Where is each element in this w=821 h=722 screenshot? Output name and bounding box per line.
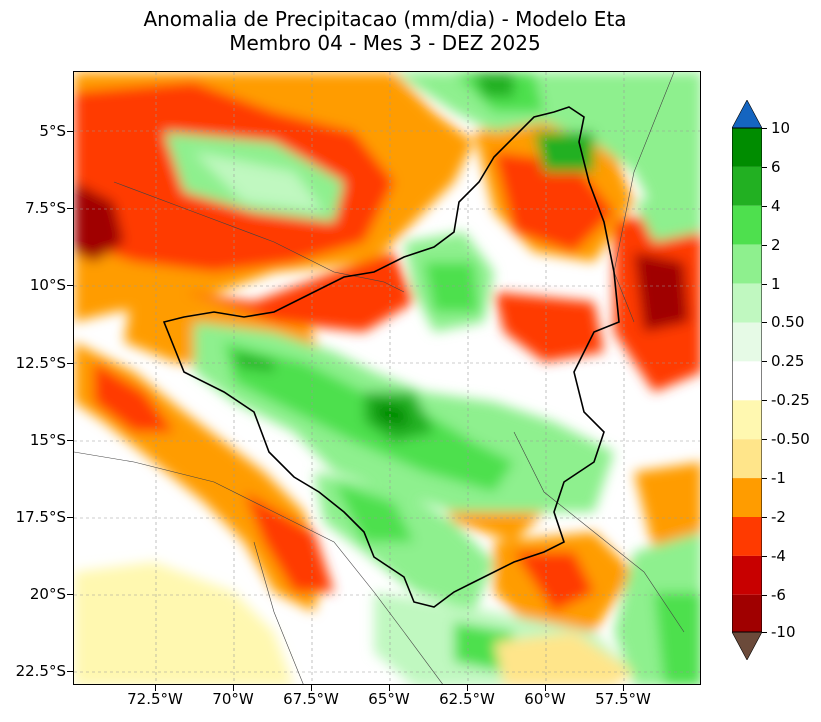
map-title-line1: Anomalia de Precipitacao (mm/dia) - Mode… — [143, 7, 627, 31]
colorbar-segment — [732, 439, 762, 479]
colorbar-tick — [762, 595, 767, 596]
colorbar-tick — [762, 322, 767, 323]
colorbar-segment — [732, 205, 762, 245]
y-tick-label: 22.5°S — [15, 662, 66, 680]
colorbar-segment — [732, 517, 762, 556]
colorbar-tick — [762, 632, 767, 633]
colorbar-label: 1 — [771, 275, 781, 293]
colorbar-segment — [732, 166, 762, 206]
y-tickmark — [67, 363, 73, 364]
colorbar-segment — [732, 244, 762, 284]
colorbar-tick — [762, 284, 767, 285]
colorbar-label: -0.25 — [771, 391, 810, 409]
y-tick-label: 5°S — [39, 122, 66, 140]
x-tickmark — [155, 685, 156, 691]
x-tick-label: 70°W — [212, 690, 254, 708]
basin-outline — [162, 106, 620, 608]
colorbar-label: 2 — [771, 236, 781, 254]
x-tick-label: 72.5°W — [127, 690, 183, 708]
colorbar-tick — [762, 439, 767, 440]
y-tickmark — [67, 440, 73, 441]
colorbar-segment — [732, 283, 762, 323]
colorbar-label: 0.50 — [771, 313, 805, 331]
y-tickmark — [67, 208, 73, 209]
colorbar-segment — [732, 128, 762, 167]
colorbar-label: 10 — [771, 119, 791, 137]
colorbar-tick — [762, 167, 767, 168]
country-borders — [74, 72, 685, 684]
colorbar-label: 4 — [771, 197, 781, 215]
y-tickmark — [67, 594, 73, 595]
colorbar-tick — [762, 556, 767, 557]
x-tick-label: 67.5°W — [283, 690, 339, 708]
colorbar-tick — [762, 206, 767, 207]
y-tick-label: 15°S — [29, 431, 66, 449]
x-tickmark — [545, 685, 546, 691]
colorbar-label: -1 — [771, 469, 786, 487]
y-tick-label: 7.5°S — [25, 199, 66, 217]
y-tickmark — [67, 671, 73, 672]
colorbar-segment — [732, 400, 762, 440]
colorbar-extend-top — [732, 100, 762, 129]
y-tickmark — [67, 131, 73, 132]
colorbar-extend-bottom — [732, 631, 762, 660]
x-tickmark — [623, 685, 624, 691]
x-tick-label: 62.5°W — [439, 690, 495, 708]
colorbar-tick — [762, 478, 767, 479]
colorbar-tick — [762, 128, 767, 129]
map-title-line2: Membro 04 - Mes 3 - DEZ 2025 — [229, 31, 541, 55]
colorbar-tick — [762, 245, 767, 246]
x-tick-label: 57.5°W — [595, 690, 651, 708]
x-tickmark — [389, 685, 390, 691]
x-tickmark — [467, 685, 468, 691]
colorbar-label: 6 — [771, 158, 781, 176]
colorbar-label: 0.25 — [771, 352, 805, 370]
y-tick-label: 20°S — [29, 585, 66, 603]
y-tickmark — [67, 285, 73, 286]
y-tickmark — [67, 517, 73, 518]
y-tick-label: 12.5°S — [15, 354, 66, 372]
x-tickmark — [311, 685, 312, 691]
colorbar-label: -10 — [771, 623, 796, 641]
colorbar-label: -4 — [771, 547, 786, 565]
colorbar-label: -6 — [771, 586, 786, 604]
colorbar-label: -2 — [771, 508, 786, 526]
colorbar-tick — [762, 517, 767, 518]
colorbar-segment — [732, 478, 762, 517]
colorbar-segment — [732, 361, 762, 401]
colorbar-segment — [732, 594, 762, 632]
y-tick-label: 10°S — [29, 276, 66, 294]
colorbar-segment — [732, 322, 762, 362]
colorbar-segment — [732, 555, 762, 595]
x-tick-label: 60°W — [524, 690, 566, 708]
x-tickmark — [233, 685, 234, 691]
y-tick-label: 17.5°S — [15, 508, 66, 526]
anomaly-field — [74, 72, 700, 684]
colorbar — [732, 100, 762, 660]
gridlines — [74, 72, 700, 684]
precipitation-anomaly-map — [73, 71, 701, 685]
x-tick-label: 65°W — [368, 690, 410, 708]
colorbar-tick — [762, 400, 767, 401]
colorbar-tick — [762, 361, 767, 362]
colorbar-label: -0.50 — [771, 430, 810, 448]
